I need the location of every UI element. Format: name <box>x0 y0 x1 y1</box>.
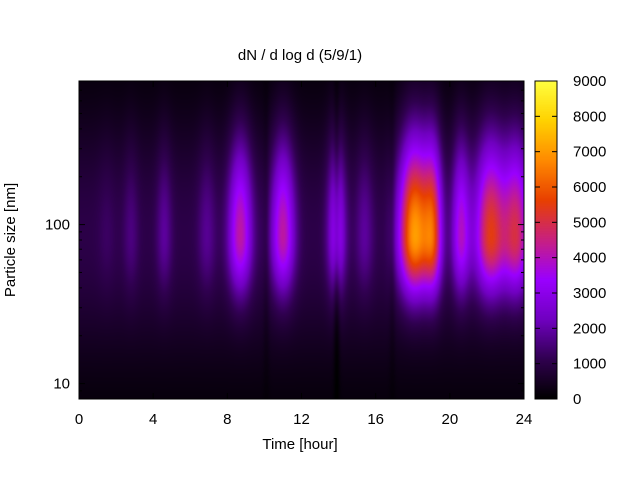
x-tick-label: 24 <box>516 411 533 428</box>
plot-area: 0 4 8 12 16 20 24 10 100 <box>45 80 533 428</box>
y-axis-label: Particle size [nm] <box>2 183 19 297</box>
colorbar-tick-label: 2000 <box>573 320 606 337</box>
x-tick-label: 0 <box>75 411 83 428</box>
heatmap-image <box>79 81 524 399</box>
colorbar-gradient <box>535 81 557 399</box>
colorbar-tick-label: 7000 <box>573 144 606 161</box>
colorbar: 0 1000 2000 3000 4000 5000 6000 7000 8000 9000 <box>534 73 606 408</box>
x-tick-label: 20 <box>441 411 458 428</box>
colorbar-frame <box>534 80 558 400</box>
colorbar-tick-label: 4000 <box>573 250 606 267</box>
x-tick-label: 8 <box>223 411 231 428</box>
colorbar-tick-label: 6000 <box>573 179 606 196</box>
colorbar-tick-label: 5000 <box>573 214 606 231</box>
x-axis-label: Time [hour] <box>262 436 337 453</box>
x-axis: 0 4 8 12 16 20 24 <box>75 81 533 428</box>
chart-title: dN / d log d (5/9/1) <box>238 47 362 64</box>
x-tick-label: 4 <box>149 411 157 428</box>
x-tick-label: 16 <box>367 411 384 428</box>
colorbar-tick-label: 9000 <box>573 73 606 90</box>
colorbar-tick-label: 8000 <box>573 108 606 125</box>
colorbar-tick-label: 3000 <box>573 285 606 302</box>
y-tick-label: 100 <box>45 217 70 234</box>
colorbar-tick-label: 1000 <box>573 356 606 373</box>
y-tick-label: 10 <box>53 376 70 393</box>
x-tick-label: 12 <box>293 411 310 428</box>
colorbar-axis: 0 1000 2000 3000 4000 5000 6000 7000 8000 9000 <box>535 73 606 408</box>
colorbar-tick-label: 0 <box>573 391 581 408</box>
y-axis: 10 100 <box>45 80 524 400</box>
